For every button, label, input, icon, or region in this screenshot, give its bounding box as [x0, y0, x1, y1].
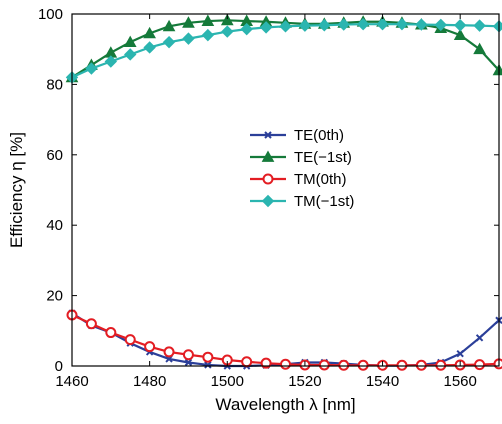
data-point-2 — [163, 346, 175, 358]
legend-label-0: TE(0th) — [294, 127, 344, 144]
data-point-3 — [104, 55, 118, 68]
data-point-2 — [144, 341, 156, 353]
data-point-3 — [85, 62, 98, 75]
data-point-2 — [241, 356, 253, 368]
data-point-3 — [143, 41, 156, 54]
data-point-3 — [162, 35, 176, 49]
y-tick-label: 80 — [46, 76, 63, 93]
ticks-layer — [71, 13, 499, 367]
y-tick-label: 40 — [46, 217, 63, 234]
data-point-2 — [357, 359, 369, 371]
data-point-3 — [395, 18, 409, 31]
series-line-2 — [71, 313, 500, 367]
data-point-3 — [337, 18, 350, 31]
x-tick-label: 1460 — [55, 373, 88, 390]
y-tick-label: 60 — [46, 147, 63, 164]
data-point-2 — [85, 318, 97, 330]
data-point-2 — [396, 359, 408, 371]
data-point-2 — [318, 359, 330, 371]
x-tick-label: 1480 — [133, 373, 166, 390]
plot-frame — [71, 13, 500, 367]
legend-marker-3 — [261, 194, 275, 208]
data-point-2 — [280, 358, 291, 370]
y-tick-label: 0 — [55, 358, 63, 375]
data-point-3 — [415, 18, 428, 31]
legend-label-3: TM(−1st) — [294, 193, 354, 210]
tick-labels: 1460 1480 1500 1520 1540 1560 0 20 40 60 80 100 — [38, 6, 477, 390]
data-point-0-b — [475, 334, 484, 342]
x-tick-label: 1500 — [211, 373, 244, 390]
data-point-3 — [279, 20, 292, 33]
data-point-1 — [143, 26, 156, 39]
x-axis-title: Wavelength λ [nm] — [215, 395, 355, 414]
legend-label-1: TE(−1st) — [294, 149, 352, 166]
data-point-3 — [356, 18, 370, 31]
data-point-0 — [184, 358, 193, 367]
data-point-1 — [453, 28, 467, 41]
data-point-3 — [124, 48, 137, 61]
y-tick-label: 100 — [38, 6, 63, 23]
legend-marker-1 — [261, 150, 275, 162]
data-point-1 — [123, 35, 137, 48]
data-point-3 — [259, 21, 273, 34]
legend-marker-0-b — [264, 131, 272, 139]
series-3 — [65, 18, 502, 84]
data-point-0 — [456, 349, 464, 358]
series-2 — [66, 309, 502, 371]
data-point-3 — [376, 18, 389, 31]
x-tick-label: 1560 — [443, 373, 476, 390]
data-point-0-b — [456, 349, 464, 358]
data-point-2 — [415, 359, 427, 371]
data-point-3 — [240, 22, 253, 36]
data-point-3 — [201, 28, 215, 42]
data-point-3 — [318, 19, 331, 32]
x-tick-label: 1540 — [366, 373, 399, 390]
series-line-0 — [71, 312, 500, 368]
data-point-2 — [338, 359, 350, 371]
y-axis-title: Efficiency η [%] — [7, 132, 26, 248]
data-point-2 — [435, 359, 447, 371]
data-point-2 — [124, 334, 136, 346]
data-point-1 — [473, 42, 486, 55]
data-point-1 — [182, 16, 195, 28]
data-point-1 — [201, 14, 215, 26]
data-point-3 — [453, 19, 467, 32]
x-tick-label: 1520 — [288, 373, 321, 390]
data-point-1 — [162, 19, 176, 32]
legend-label-2: TM(0th) — [294, 171, 347, 188]
data-point-2 — [105, 327, 117, 339]
series-layer — [65, 13, 502, 371]
legend-item-1: TE(−1st) — [250, 149, 352, 166]
data-point-3 — [473, 19, 486, 32]
data-point-1 — [220, 13, 234, 26]
data-point-0-b — [204, 361, 212, 369]
data-point-0 — [475, 334, 484, 342]
legend-item-2: TM(0th) — [250, 171, 347, 188]
legend-item-0: TE(0th) — [250, 127, 344, 144]
data-point-2 — [493, 358, 502, 370]
data-point-2 — [182, 349, 194, 361]
data-point-2 — [202, 351, 214, 363]
y-tick-label: 20 — [46, 288, 63, 305]
legend-marker-2 — [262, 173, 274, 185]
data-point-3 — [182, 32, 195, 45]
data-point-0 — [204, 361, 212, 369]
legend-marker-0 — [264, 131, 272, 139]
legend-item-3: TM(−1st) — [250, 193, 354, 210]
data-point-3 — [221, 25, 234, 38]
data-point-2 — [474, 359, 486, 371]
data-point-3 — [298, 19, 312, 32]
data-point-3 — [492, 20, 502, 33]
legend: TE(0th) TE(−1st) TM(0th) TM(−1st) — [250, 127, 354, 210]
data-point-0-b — [184, 358, 193, 367]
data-point-3 — [434, 18, 447, 32]
